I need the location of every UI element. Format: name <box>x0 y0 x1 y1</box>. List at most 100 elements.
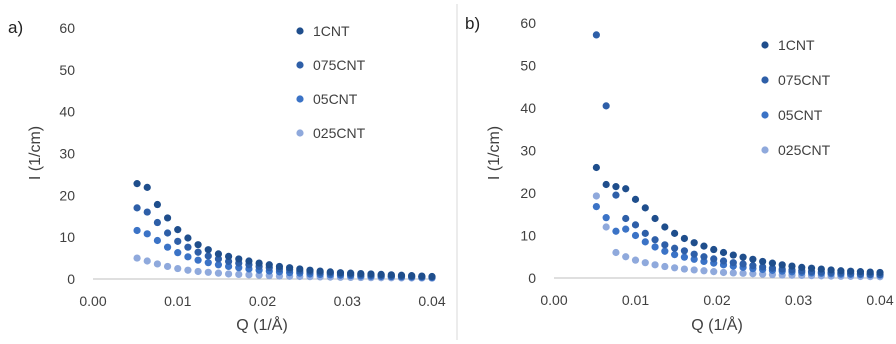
data-point-1CNT <box>719 248 728 257</box>
data-point-1CNT <box>163 214 172 222</box>
data-point-1CNT <box>680 234 689 243</box>
data-point-1CNT <box>326 268 334 276</box>
data-point-025CNT <box>602 223 610 231</box>
data-point-1CNT <box>768 259 777 267</box>
data-point-025CNT <box>671 264 679 272</box>
y-tick-label: 40 <box>520 100 536 116</box>
data-point-05CNT <box>690 255 698 263</box>
data-point-1CNT <box>602 180 610 189</box>
y-tick-label: 50 <box>59 62 75 78</box>
data-point-025CNT <box>710 268 718 276</box>
data-point-1CNT <box>265 261 273 269</box>
data-point-075CNT <box>739 260 747 268</box>
data-point-075CNT <box>214 255 223 263</box>
data-point-05CNT <box>225 262 233 271</box>
data-point-1CNT <box>286 264 294 272</box>
data-point-1CNT <box>418 272 426 280</box>
legend-marker-05CNT <box>296 95 304 103</box>
legend-marker-075CNT <box>296 61 304 69</box>
data-point-025CNT <box>153 260 162 268</box>
legend-label-05CNT: 05CNT <box>313 91 358 107</box>
data-point-025CNT <box>592 192 600 200</box>
data-point-05CNT <box>214 261 223 269</box>
data-point-1CNT <box>778 261 786 269</box>
data-point-1CNT <box>807 264 816 272</box>
data-point-075CNT <box>729 259 737 267</box>
data-point-1CNT <box>336 269 345 277</box>
data-point-025CNT <box>174 264 182 273</box>
data-point-075CNT <box>680 247 689 255</box>
data-point-05CNT <box>641 238 649 246</box>
data-point-1CNT <box>690 239 698 247</box>
data-point-1CNT <box>316 267 324 275</box>
data-point-075CNT <box>163 229 172 237</box>
legend-marker-1CNT <box>296 27 304 35</box>
data-point-075CNT <box>700 253 708 261</box>
data-point-1CNT <box>837 267 845 275</box>
data-point-025CNT <box>225 270 233 278</box>
data-point-025CNT <box>255 271 263 279</box>
data-point-1CNT <box>847 267 855 275</box>
data-point-1CNT <box>347 269 355 277</box>
data-point-075CNT <box>651 236 659 244</box>
data-point-025CNT <box>729 269 737 277</box>
panel-label: a) <box>8 18 23 37</box>
data-point-025CNT <box>612 248 620 257</box>
data-point-025CNT <box>235 270 243 278</box>
x-tick-label: 0.02 <box>703 292 730 308</box>
x-tick-label: 0.02 <box>249 293 276 309</box>
y-tick-label: 10 <box>520 228 536 244</box>
y-tick-label: 20 <box>59 187 75 203</box>
x-tick-label: 0.01 <box>622 292 649 308</box>
data-point-075CNT <box>184 243 192 251</box>
data-point-1CNT <box>788 262 796 270</box>
data-point-075CNT <box>602 102 610 110</box>
data-point-1CNT <box>397 271 406 279</box>
data-point-05CNT <box>680 253 689 261</box>
x-tick-label: 0.01 <box>164 293 191 309</box>
data-point-1CNT <box>671 229 679 237</box>
data-point-1CNT <box>184 234 192 242</box>
data-point-1CNT <box>641 204 649 212</box>
y-tick-label: 60 <box>59 20 75 36</box>
x-axis-title: Q (1/Å) <box>691 315 743 334</box>
data-point-1CNT <box>153 200 162 209</box>
x-tick-label: 0.00 <box>540 292 567 308</box>
x-axis-title: Q (1/Å) <box>236 315 288 334</box>
data-point-025CNT <box>622 253 630 261</box>
data-point-1CNT <box>204 246 212 254</box>
y-tick-label: 60 <box>520 15 536 31</box>
data-point-1CNT <box>592 163 600 172</box>
data-point-025CNT <box>184 266 192 274</box>
data-point-1CNT <box>194 241 202 249</box>
legend-marker-05CNT <box>761 111 769 119</box>
x-tick-label: 0.04 <box>418 293 445 309</box>
data-point-075CNT <box>174 237 182 245</box>
data-point-05CNT <box>184 253 192 261</box>
data-point-05CNT <box>602 214 610 222</box>
data-point-05CNT <box>153 236 162 245</box>
legend-marker-1CNT <box>761 41 769 49</box>
data-point-075CNT <box>768 264 777 272</box>
data-point-1CNT <box>408 272 416 280</box>
y-tick-label: 0 <box>67 271 75 287</box>
data-point-025CNT <box>631 256 640 264</box>
data-point-1CNT <box>143 183 151 191</box>
y-tick-label: 10 <box>59 229 75 245</box>
data-point-1CNT <box>856 268 865 276</box>
data-point-025CNT <box>651 261 659 269</box>
data-point-075CNT <box>225 257 233 266</box>
data-point-075CNT <box>759 263 767 271</box>
data-point-05CNT <box>612 227 620 235</box>
data-point-075CNT <box>690 250 698 258</box>
x-tick-label: 0.00 <box>79 293 106 309</box>
legend-label-05CNT: 05CNT <box>778 107 823 123</box>
data-point-1CNT <box>174 226 182 234</box>
data-point-1CNT <box>357 269 365 278</box>
data-point-025CNT <box>143 257 151 265</box>
data-point-075CNT <box>133 204 141 212</box>
data-point-05CNT <box>671 251 679 259</box>
data-point-075CNT <box>661 241 669 249</box>
panel-label: b) <box>465 14 480 33</box>
